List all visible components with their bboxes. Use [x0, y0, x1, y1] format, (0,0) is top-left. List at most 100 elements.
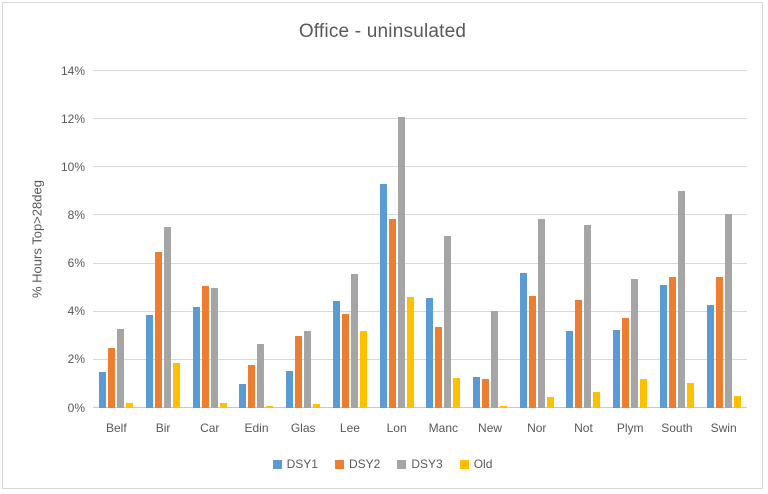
chart-frame: Office - uninsulated % Hours Top>28deg 0…	[2, 2, 763, 489]
bar-dsy1-lon	[379, 184, 387, 408]
bar-old-car	[219, 403, 227, 408]
bar-dsy2-bir	[155, 251, 163, 408]
bar-group-manc	[420, 71, 467, 408]
legend-item-dsy1: DSY1	[272, 457, 318, 471]
plot-area	[93, 70, 747, 408]
bar-dsy1-not	[566, 330, 574, 408]
gridline-2%	[93, 358, 747, 360]
bar-group-lon	[373, 71, 420, 408]
legend-swatch-dsy2	[334, 459, 344, 469]
bar-dsy2-glas	[295, 335, 303, 408]
bar-old-plym	[640, 379, 648, 408]
bar-old-swin	[733, 395, 741, 408]
bar-old-south	[686, 382, 694, 408]
bar-old-bir	[173, 363, 181, 408]
x-label-not: Not	[574, 421, 593, 435]
y-tick-label-8%: 8%	[67, 207, 85, 222]
bar-old-nor	[546, 397, 554, 408]
bar-dsy1-glas	[286, 370, 294, 408]
legend-item-dsy3: DSY3	[397, 457, 443, 471]
x-label-car: Car	[200, 421, 220, 435]
x-label-nor: Nor	[527, 421, 547, 435]
x-axis-line	[93, 407, 747, 408]
gridline-10%	[93, 166, 747, 168]
legend-swatch-old	[459, 459, 469, 469]
bar-dsy2-belf	[108, 347, 116, 408]
bar-dsy3-manc	[444, 235, 452, 408]
bar-old-new	[500, 405, 508, 408]
legend-item-old: Old	[459, 457, 493, 471]
x-label-bir: Bir	[155, 421, 171, 435]
bar-dsy2-swin	[715, 276, 723, 408]
bar-dsy1-south	[659, 285, 667, 408]
legend-swatch-dsy3	[397, 459, 407, 469]
y-tick-label-14%: 14%	[60, 63, 85, 78]
bar-dsy2-lon	[388, 219, 396, 408]
bar-group-plym	[607, 71, 654, 408]
bar-group-lee	[327, 71, 374, 408]
bar-dsy3-nor	[537, 219, 545, 408]
bar-group-bir	[140, 71, 187, 408]
bar-dsy1-nor	[519, 273, 527, 408]
x-label-manc: Manc	[428, 421, 459, 435]
bar-dsy2-manc	[435, 327, 443, 408]
bar-group-car	[186, 71, 233, 408]
x-label-belf: Belf	[106, 421, 127, 435]
bar-dsy3-belf	[117, 328, 125, 408]
bar-dsy3-glas	[304, 330, 312, 408]
bar-group-south	[654, 71, 701, 408]
bar-dsy1-belf	[99, 371, 107, 408]
bar-dsy3-new	[491, 310, 499, 408]
bar-old-edin	[266, 405, 274, 408]
bar-dsy3-not	[584, 225, 592, 408]
bar-dsy3-lee	[350, 274, 358, 408]
bar-dsy2-new	[482, 379, 490, 408]
bar-dsy1-plym	[613, 329, 621, 408]
x-label-lon: Lon	[386, 421, 407, 435]
bar-group-new	[467, 71, 514, 408]
gridline-14%	[93, 70, 747, 71]
x-label-edin: Edin	[244, 421, 269, 435]
legend-label-old: Old	[473, 457, 493, 471]
bar-old-not	[593, 392, 601, 408]
gridline-6%	[93, 262, 747, 264]
x-label-swin: Swin	[710, 421, 737, 435]
bar-group-swin	[700, 71, 747, 408]
bar-old-lee	[359, 330, 367, 408]
bar-dsy1-manc	[426, 298, 434, 408]
bar-dsy2-lee	[341, 314, 349, 408]
y-tick-label-10%: 10%	[60, 159, 85, 174]
x-label-glas: Glas	[290, 421, 316, 435]
bar-dsy1-bir	[146, 315, 154, 408]
bar-dsy1-swin	[706, 304, 714, 408]
x-label-south: South	[661, 421, 693, 435]
bar-dsy3-bir	[164, 227, 172, 408]
bar-dsy1-car	[192, 306, 200, 408]
bar-dsy2-south	[668, 276, 676, 408]
gridline-12%	[93, 118, 747, 120]
legend-swatch-dsy1	[272, 459, 282, 469]
y-tick-label-6%: 6%	[67, 256, 85, 271]
bar-group-not	[560, 71, 607, 408]
bar-dsy3-south	[677, 191, 685, 408]
y-tick-label-4%: 4%	[67, 304, 85, 319]
x-label-new: New	[478, 421, 503, 435]
bar-dsy2-car	[201, 286, 209, 408]
legend-item-dsy2: DSY2	[334, 457, 380, 471]
bar-dsy2-plym	[622, 317, 630, 408]
bar-old-manc	[453, 377, 461, 408]
bar-old-glas	[313, 404, 321, 408]
bar-dsy3-edin	[257, 344, 265, 408]
bar-group-glas	[280, 71, 327, 408]
bar-old-belf	[126, 403, 134, 408]
bar-dsy1-edin	[239, 383, 247, 408]
x-label-plym: Plym	[616, 421, 644, 435]
bar-dsy3-plym	[631, 279, 639, 408]
bar-old-lon	[406, 297, 414, 408]
bar-dsy2-edin	[248, 364, 256, 408]
x-label-lee: Lee	[339, 421, 360, 435]
bar-dsy1-new	[473, 376, 481, 408]
bar-dsy3-car	[210, 287, 218, 408]
legend: DSY1 DSY2 DSY3 Old	[3, 457, 762, 471]
y-tick-label-12%: 12%	[60, 111, 85, 126]
